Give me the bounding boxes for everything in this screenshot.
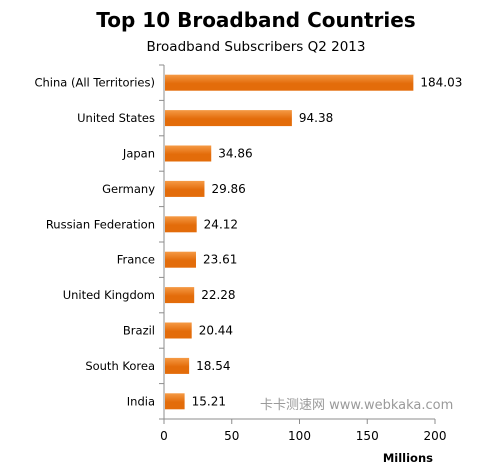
axes-group: 0 50 100 150 200 [159,64,447,443]
category-label: United States [77,111,155,125]
category-label: Japan [122,147,155,161]
bars-group: China (All Territories) 184.03 United Stat… [34,74,462,410]
bar-south-korea [165,357,190,374]
x-axis-label: Millions [383,451,433,465]
value-label: 184.03 [420,76,462,90]
value-label: 15.21 [192,394,226,408]
category-label: United Kingdom [63,288,155,302]
bar-united-kingdom [165,287,195,304]
category-label: China (All Territories) [34,76,155,90]
value-label: 24.12 [204,217,238,231]
bar-india [165,393,185,410]
x-tick-label: 50 [224,429,239,443]
value-label: 34.86 [218,147,252,161]
bar-united-states [165,110,292,127]
category-label: South Korea [85,359,155,373]
x-tick-label: 150 [356,429,379,443]
category-label: Germany [102,182,155,196]
value-label: 29.86 [211,182,245,196]
x-tick-label: 200 [424,429,447,443]
category-label: Brazil [123,324,155,338]
bar-brazil [165,322,192,339]
value-label: 18.54 [196,359,230,373]
bar-china-all-territories [165,74,414,91]
chart-title: Top 10 Broadband Countries [96,8,415,32]
category-label: Russian Federation [46,217,155,231]
bar-russian-federation [165,216,197,233]
chart-subtitle: Broadband Subscribers Q2 2013 [147,39,366,55]
bar-germany [165,180,205,197]
bar-france [165,251,196,268]
category-label: France [117,253,155,267]
value-label: 22.28 [201,288,235,302]
bar-japan [165,145,212,162]
watermark: 卡卡测速网 www.webkaka.com [260,398,453,413]
category-label: India [127,394,155,408]
value-label: 94.38 [299,111,333,125]
value-label: 20.44 [199,324,233,338]
value-label: 23.61 [203,253,237,267]
x-tick-label: 0 [160,429,168,443]
x-tick-label: 100 [288,429,311,443]
